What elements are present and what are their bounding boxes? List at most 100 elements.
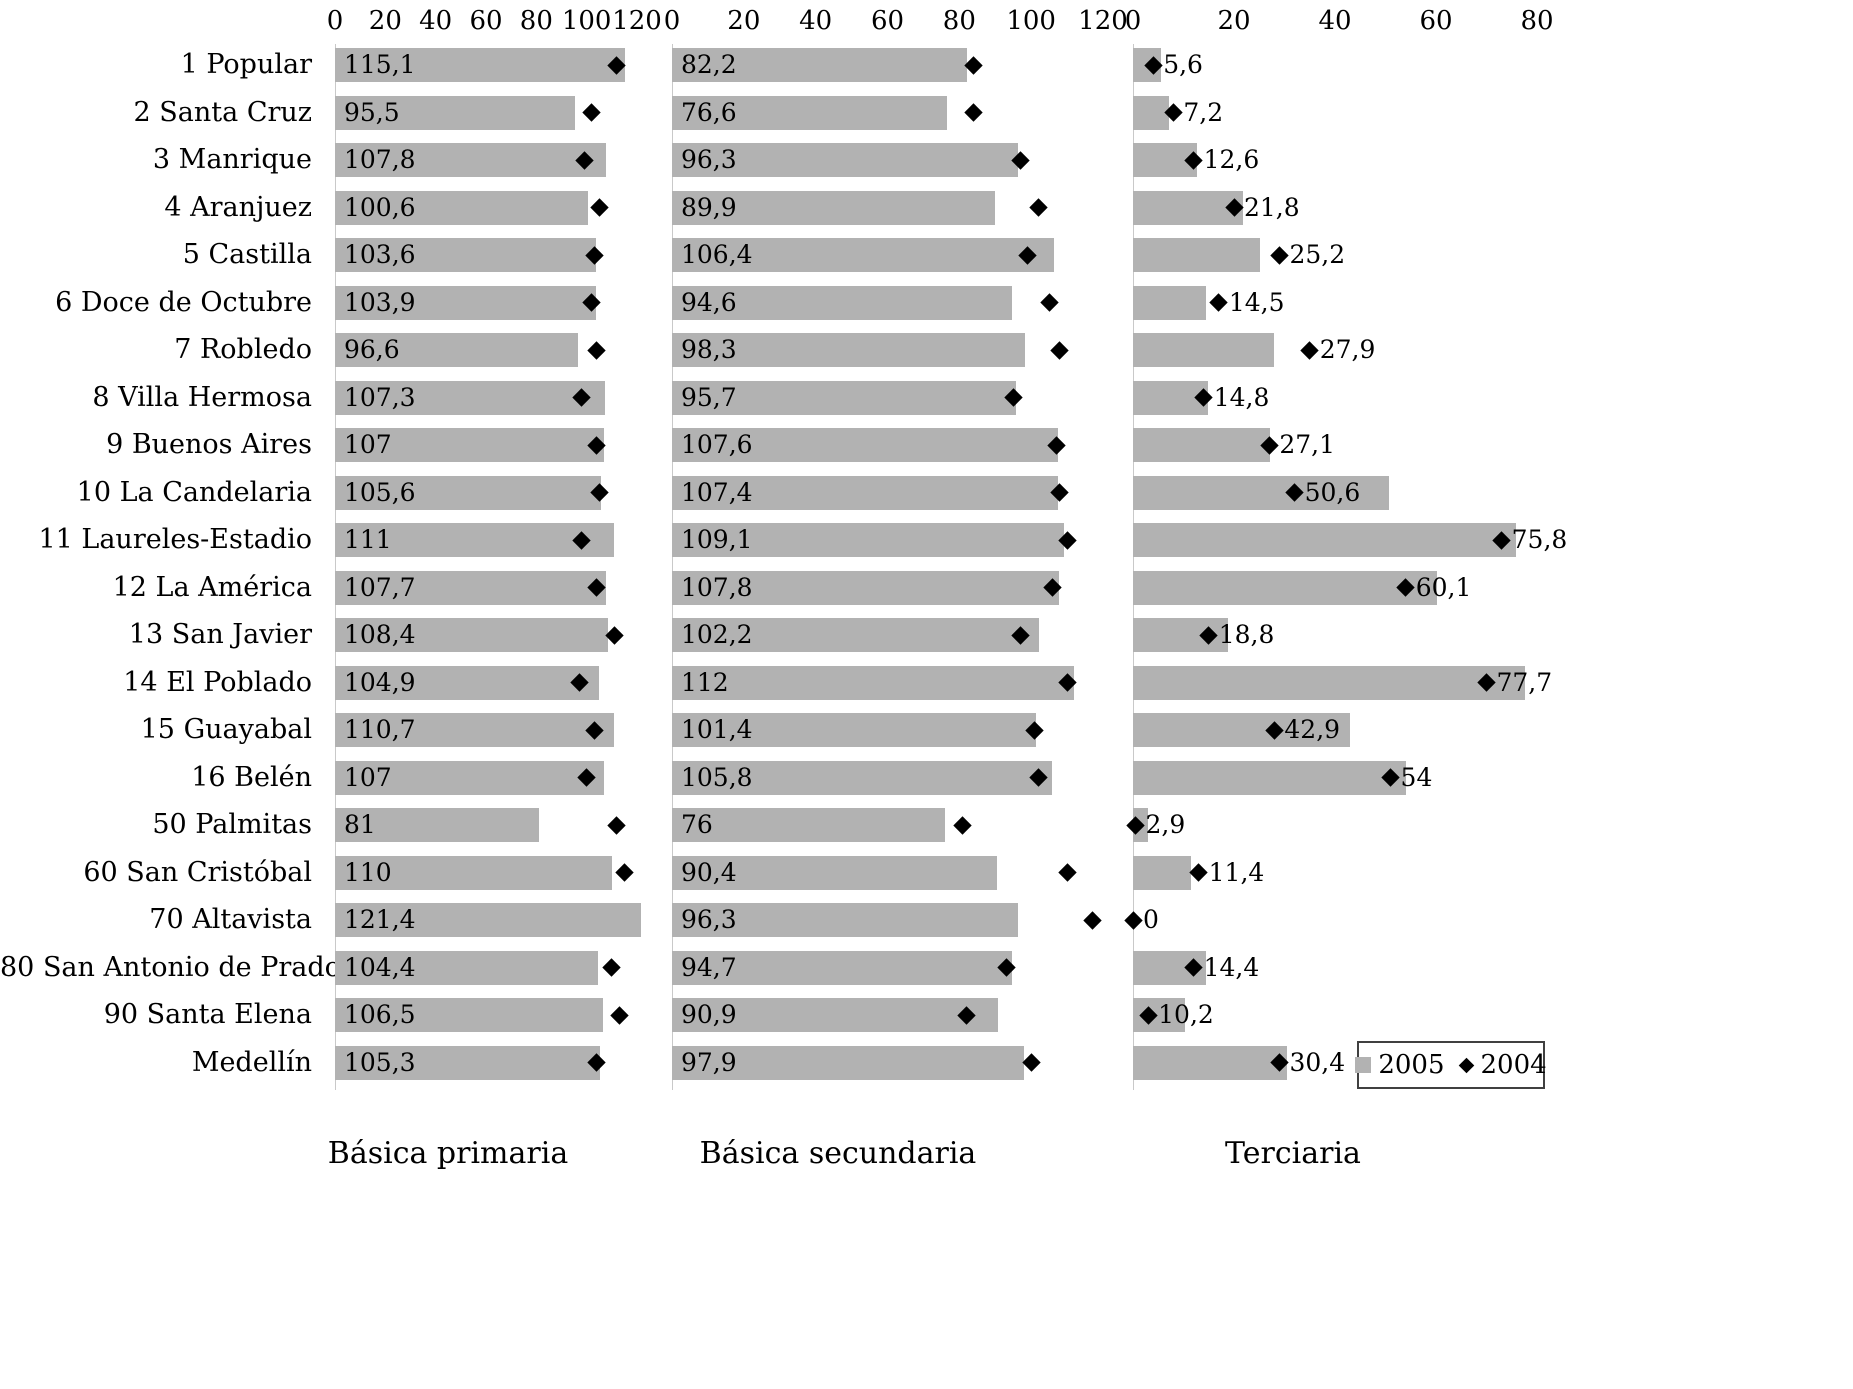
bar-2005: 96,6 [335, 333, 579, 367]
bar-2005: 107,4 [672, 475, 1058, 510]
category-label: 50 Palmitas [152, 809, 312, 840]
bar-2005 [1133, 570, 1437, 605]
bar-2005 [1133, 285, 1207, 320]
value-label: 25,2 [1289, 240, 1346, 269]
marker-2004 [582, 103, 601, 122]
bar-2005: 109,1 [672, 523, 1064, 557]
value-label: 7,2 [1183, 97, 1224, 127]
bar-2005: 82,2 [672, 48, 968, 82]
value-label: 14,8 [1213, 382, 1270, 412]
marker-2004 [1189, 863, 1208, 882]
legend-square-icon [1355, 1057, 1372, 1073]
category-label: 13 San Javier [128, 619, 312, 650]
marker-2004 [615, 863, 634, 882]
category-label: Medellín [191, 1046, 312, 1078]
marker-2004 [964, 55, 983, 75]
bar-2005 [1133, 475, 1389, 510]
category-label: 60 San Cristóbal [83, 856, 312, 888]
value-label: 42,9 [1284, 715, 1341, 744]
bar-2005: 95,7 [672, 380, 1016, 415]
bar-2005: 112 [672, 665, 1075, 700]
marker-2004 [590, 198, 609, 217]
bar-2005: 90,9 [672, 998, 999, 1032]
bar-2005: 97,9 [672, 1045, 1024, 1080]
category-label: 70 Altavista [149, 904, 312, 935]
bar-2005: 110 [335, 855, 612, 890]
category-label: 15 Guayabal [140, 714, 312, 745]
category-label: 16 Belén [191, 761, 312, 793]
bar-2005: 106,4 [672, 238, 1055, 272]
value-label: 60,1 [1415, 572, 1472, 602]
bar-2005: 98,3 [672, 333, 1026, 367]
axis-zero-line [335, 44, 336, 1090]
axis-tick-label: 100 [1006, 6, 1056, 36]
legend-label-2005: 2005 [1378, 1050, 1445, 1080]
marker-2004 [1050, 340, 1070, 360]
bar-2005: 105,3 [335, 1045, 600, 1080]
bar-2005 [1133, 238, 1261, 272]
legend-diamond-icon [1458, 1057, 1474, 1073]
bar-2005 [1133, 523, 1516, 557]
bar-2005: 115,1 [335, 48, 625, 82]
marker-2004 [602, 958, 622, 977]
bar-2005: 103,9 [335, 285, 597, 320]
axis-tick-label: 60 [469, 6, 503, 36]
category-label: 90 Santa Elena [103, 999, 312, 1030]
marker-2004 [964, 103, 983, 122]
bar-2005: 101,4 [672, 713, 1037, 747]
axis-tick-label: 80 [1520, 6, 1554, 36]
bar-2005: 108,4 [335, 618, 608, 652]
axis-title-basica-secundaria: Básica secundaria [699, 1136, 977, 1171]
axis-tick-label: 20 [368, 6, 402, 36]
bar-2005: 96,3 [672, 143, 1018, 177]
value-label: 14,4 [1203, 952, 1260, 982]
value-label: 30,4 [1289, 1047, 1346, 1077]
category-label: 80 San Antonio de Prado [0, 951, 341, 983]
bar-2005: 104,9 [335, 665, 599, 700]
bar-2005 [1133, 333, 1274, 367]
axis-tick-label: 40 [799, 6, 833, 36]
bar-2005: 106,5 [335, 998, 604, 1032]
axis-tick-label: 60 [1419, 6, 1453, 36]
axis-tick-label: 80 [942, 6, 976, 36]
bar-2005: 107,3 [335, 380, 606, 415]
bar-2005: 94,6 [672, 285, 1012, 320]
legend-label-2004: 2004 [1480, 1050, 1547, 1080]
category-label: 7 Robledo [174, 334, 312, 365]
marker-2004 [1209, 293, 1229, 312]
value-label: 12,6 [1203, 145, 1260, 174]
category-label: 3 Manrique [152, 144, 312, 175]
category-label: 12 La América [112, 571, 312, 603]
legend: 2005 2004 [1355, 1041, 1547, 1089]
bar-2005 [1133, 428, 1270, 462]
marker-2004 [1039, 293, 1059, 312]
marker-2004 [610, 1005, 629, 1025]
category-label: 4 Aranjuez [164, 191, 312, 223]
bar-2005: 105,6 [335, 475, 601, 510]
bar-2005: 89,9 [672, 190, 995, 225]
value-label: 18,8 [1218, 620, 1275, 649]
category-label: 11 Laureles-Estadio [38, 524, 312, 555]
bar-2005: 103,6 [335, 238, 596, 272]
marker-2004 [1057, 863, 1077, 882]
bar-2005: 105,8 [672, 760, 1052, 795]
marker-2004 [587, 340, 606, 360]
bar-2005: 81 [335, 808, 539, 842]
bar-2005: 96,3 [672, 903, 1018, 937]
axis-tick-label: 120 [612, 6, 662, 36]
marker-2004 [1029, 198, 1048, 217]
marker-2004 [607, 815, 627, 835]
axis-tick-label: 100 [561, 6, 612, 36]
bar-2005: 95,5 [335, 95, 576, 130]
bar-2005 [1133, 95, 1170, 130]
marker-2004 [953, 815, 973, 835]
category-label: 2 Santa Cruz [133, 96, 312, 128]
marker-2004 [1270, 245, 1289, 265]
axis-tick-label: 0 [326, 6, 344, 36]
bar-2005 [1133, 855, 1191, 890]
bar-2005 [1133, 665, 1526, 700]
value-label: 11,4 [1208, 857, 1265, 887]
axis-tick-label: 20 [1217, 6, 1251, 36]
axis-tick-label: 20 [727, 6, 761, 36]
